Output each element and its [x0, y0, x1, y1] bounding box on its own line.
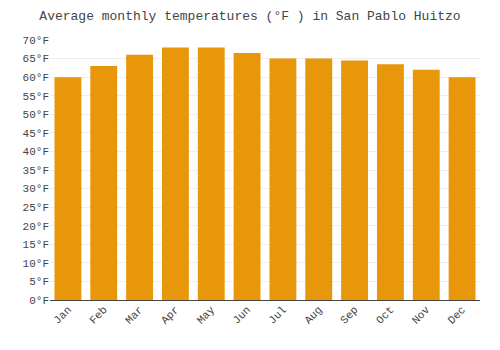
svg-text:0°F: 0°F: [29, 295, 49, 307]
svg-text:Oct: Oct: [374, 304, 396, 326]
svg-text:Average monthly temperatures (: Average monthly temperatures (°F ) in Sa…: [39, 9, 460, 24]
svg-text:Jan: Jan: [51, 304, 73, 326]
svg-text:Sep: Sep: [338, 304, 360, 326]
svg-text:45°F: 45°F: [23, 128, 49, 140]
svg-text:40°F: 40°F: [23, 146, 49, 158]
svg-text:Feb: Feb: [87, 304, 109, 326]
svg-text:5°F: 5°F: [29, 276, 49, 288]
svg-text:15°F: 15°F: [23, 239, 49, 251]
svg-text:55°F: 55°F: [23, 91, 49, 103]
svg-text:Nov: Nov: [410, 304, 433, 327]
svg-text:30°F: 30°F: [23, 183, 49, 195]
svg-text:60°F: 60°F: [23, 72, 49, 84]
svg-text:Apr: Apr: [159, 304, 181, 326]
svg-text:Mar: Mar: [123, 304, 145, 326]
svg-text:Aug: Aug: [302, 304, 324, 326]
svg-text:Dec: Dec: [446, 304, 468, 326]
svg-text:50°F: 50°F: [23, 109, 49, 121]
svg-text:May: May: [195, 304, 218, 327]
svg-text:65°F: 65°F: [23, 53, 49, 65]
svg-text:20°F: 20°F: [23, 221, 49, 233]
svg-text:35°F: 35°F: [23, 165, 49, 177]
svg-text:Jul: Jul: [266, 304, 288, 326]
svg-text:10°F: 10°F: [23, 258, 49, 270]
svg-text:70°F: 70°F: [23, 35, 49, 47]
svg-text:Jun: Jun: [231, 304, 253, 326]
svg-text:25°F: 25°F: [23, 202, 49, 214]
